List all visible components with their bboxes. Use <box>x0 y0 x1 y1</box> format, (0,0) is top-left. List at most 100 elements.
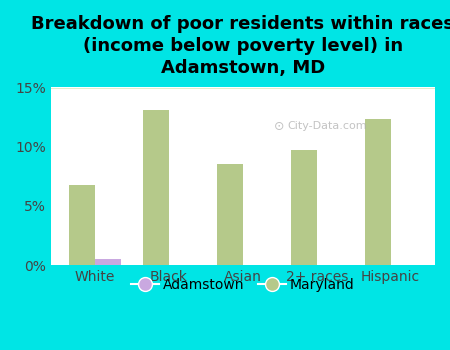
Bar <box>50 88 435 89</box>
Bar <box>50 87 435 88</box>
Bar <box>50 88 435 89</box>
Bar <box>50 88 435 89</box>
Bar <box>50 88 435 89</box>
Bar <box>50 88 435 89</box>
Bar <box>50 88 435 89</box>
Bar <box>50 88 435 89</box>
Bar <box>50 88 435 89</box>
Bar <box>50 88 435 89</box>
Bar <box>50 88 435 89</box>
Bar <box>50 88 435 89</box>
Bar <box>50 88 435 89</box>
Bar <box>50 88 435 89</box>
Legend: Adamstown, Maryland: Adamstown, Maryland <box>125 272 360 298</box>
Bar <box>50 88 435 89</box>
Bar <box>50 88 435 89</box>
Bar <box>95 259 121 265</box>
Bar <box>50 88 435 89</box>
Bar <box>50 88 435 89</box>
Bar <box>50 88 435 89</box>
Bar <box>50 88 435 89</box>
Bar <box>50 87 435 88</box>
Bar <box>50 88 435 89</box>
Bar <box>50 88 435 89</box>
Bar <box>50 88 435 89</box>
Bar <box>50 88 435 89</box>
Bar <box>50 88 435 89</box>
Bar <box>50 88 435 89</box>
Bar <box>50 88 435 89</box>
Bar <box>50 88 435 89</box>
Bar <box>50 88 435 89</box>
Bar <box>50 88 435 89</box>
Bar <box>50 88 435 89</box>
Bar <box>50 88 435 89</box>
Bar <box>143 110 169 265</box>
Bar <box>50 88 435 89</box>
Bar <box>50 88 435 89</box>
Bar <box>50 88 435 89</box>
Bar <box>50 88 435 89</box>
Bar <box>50 88 435 89</box>
Bar <box>50 87 435 88</box>
Bar <box>50 88 435 89</box>
Bar <box>50 88 435 89</box>
Bar <box>365 119 391 265</box>
Bar <box>50 88 435 89</box>
Bar <box>50 88 435 89</box>
Bar <box>50 88 435 89</box>
Bar <box>50 88 435 89</box>
Bar <box>50 88 435 89</box>
Bar <box>50 88 435 89</box>
Text: ⊙: ⊙ <box>274 120 284 133</box>
Bar <box>50 88 435 89</box>
Bar <box>50 88 435 89</box>
Bar <box>50 88 435 89</box>
Bar <box>50 88 435 89</box>
Bar <box>50 88 435 89</box>
Bar <box>50 87 435 88</box>
Bar <box>50 88 435 89</box>
Text: City-Data.com: City-Data.com <box>288 121 367 131</box>
Bar <box>50 87 435 88</box>
Bar <box>50 88 435 89</box>
Bar <box>50 88 435 89</box>
Bar <box>50 88 435 89</box>
Bar <box>50 88 435 89</box>
Bar <box>50 88 435 89</box>
Bar <box>50 88 435 89</box>
Bar <box>50 88 435 89</box>
Bar <box>50 88 435 89</box>
Bar <box>50 88 435 89</box>
Bar <box>50 88 435 89</box>
Bar <box>50 87 435 88</box>
Bar <box>50 88 435 89</box>
Bar <box>50 88 435 89</box>
Bar <box>50 88 435 89</box>
Bar <box>50 88 435 89</box>
Bar <box>50 88 435 89</box>
Bar <box>50 88 435 89</box>
Bar <box>50 87 435 88</box>
Bar <box>50 88 435 89</box>
Bar <box>69 184 95 265</box>
Bar <box>50 88 435 89</box>
Bar <box>50 88 435 89</box>
Bar <box>50 88 435 89</box>
Bar <box>50 88 435 89</box>
Bar <box>50 88 435 89</box>
Bar <box>50 88 435 89</box>
Bar <box>50 88 435 89</box>
Bar <box>50 88 435 89</box>
Bar <box>50 88 435 89</box>
Bar <box>50 88 435 89</box>
Bar <box>50 88 435 89</box>
Bar <box>50 88 435 89</box>
Bar <box>50 88 435 89</box>
Bar <box>291 150 317 265</box>
Bar <box>50 88 435 89</box>
Bar <box>50 88 435 89</box>
Bar <box>50 88 435 89</box>
Bar <box>50 87 435 88</box>
Bar <box>50 88 435 89</box>
